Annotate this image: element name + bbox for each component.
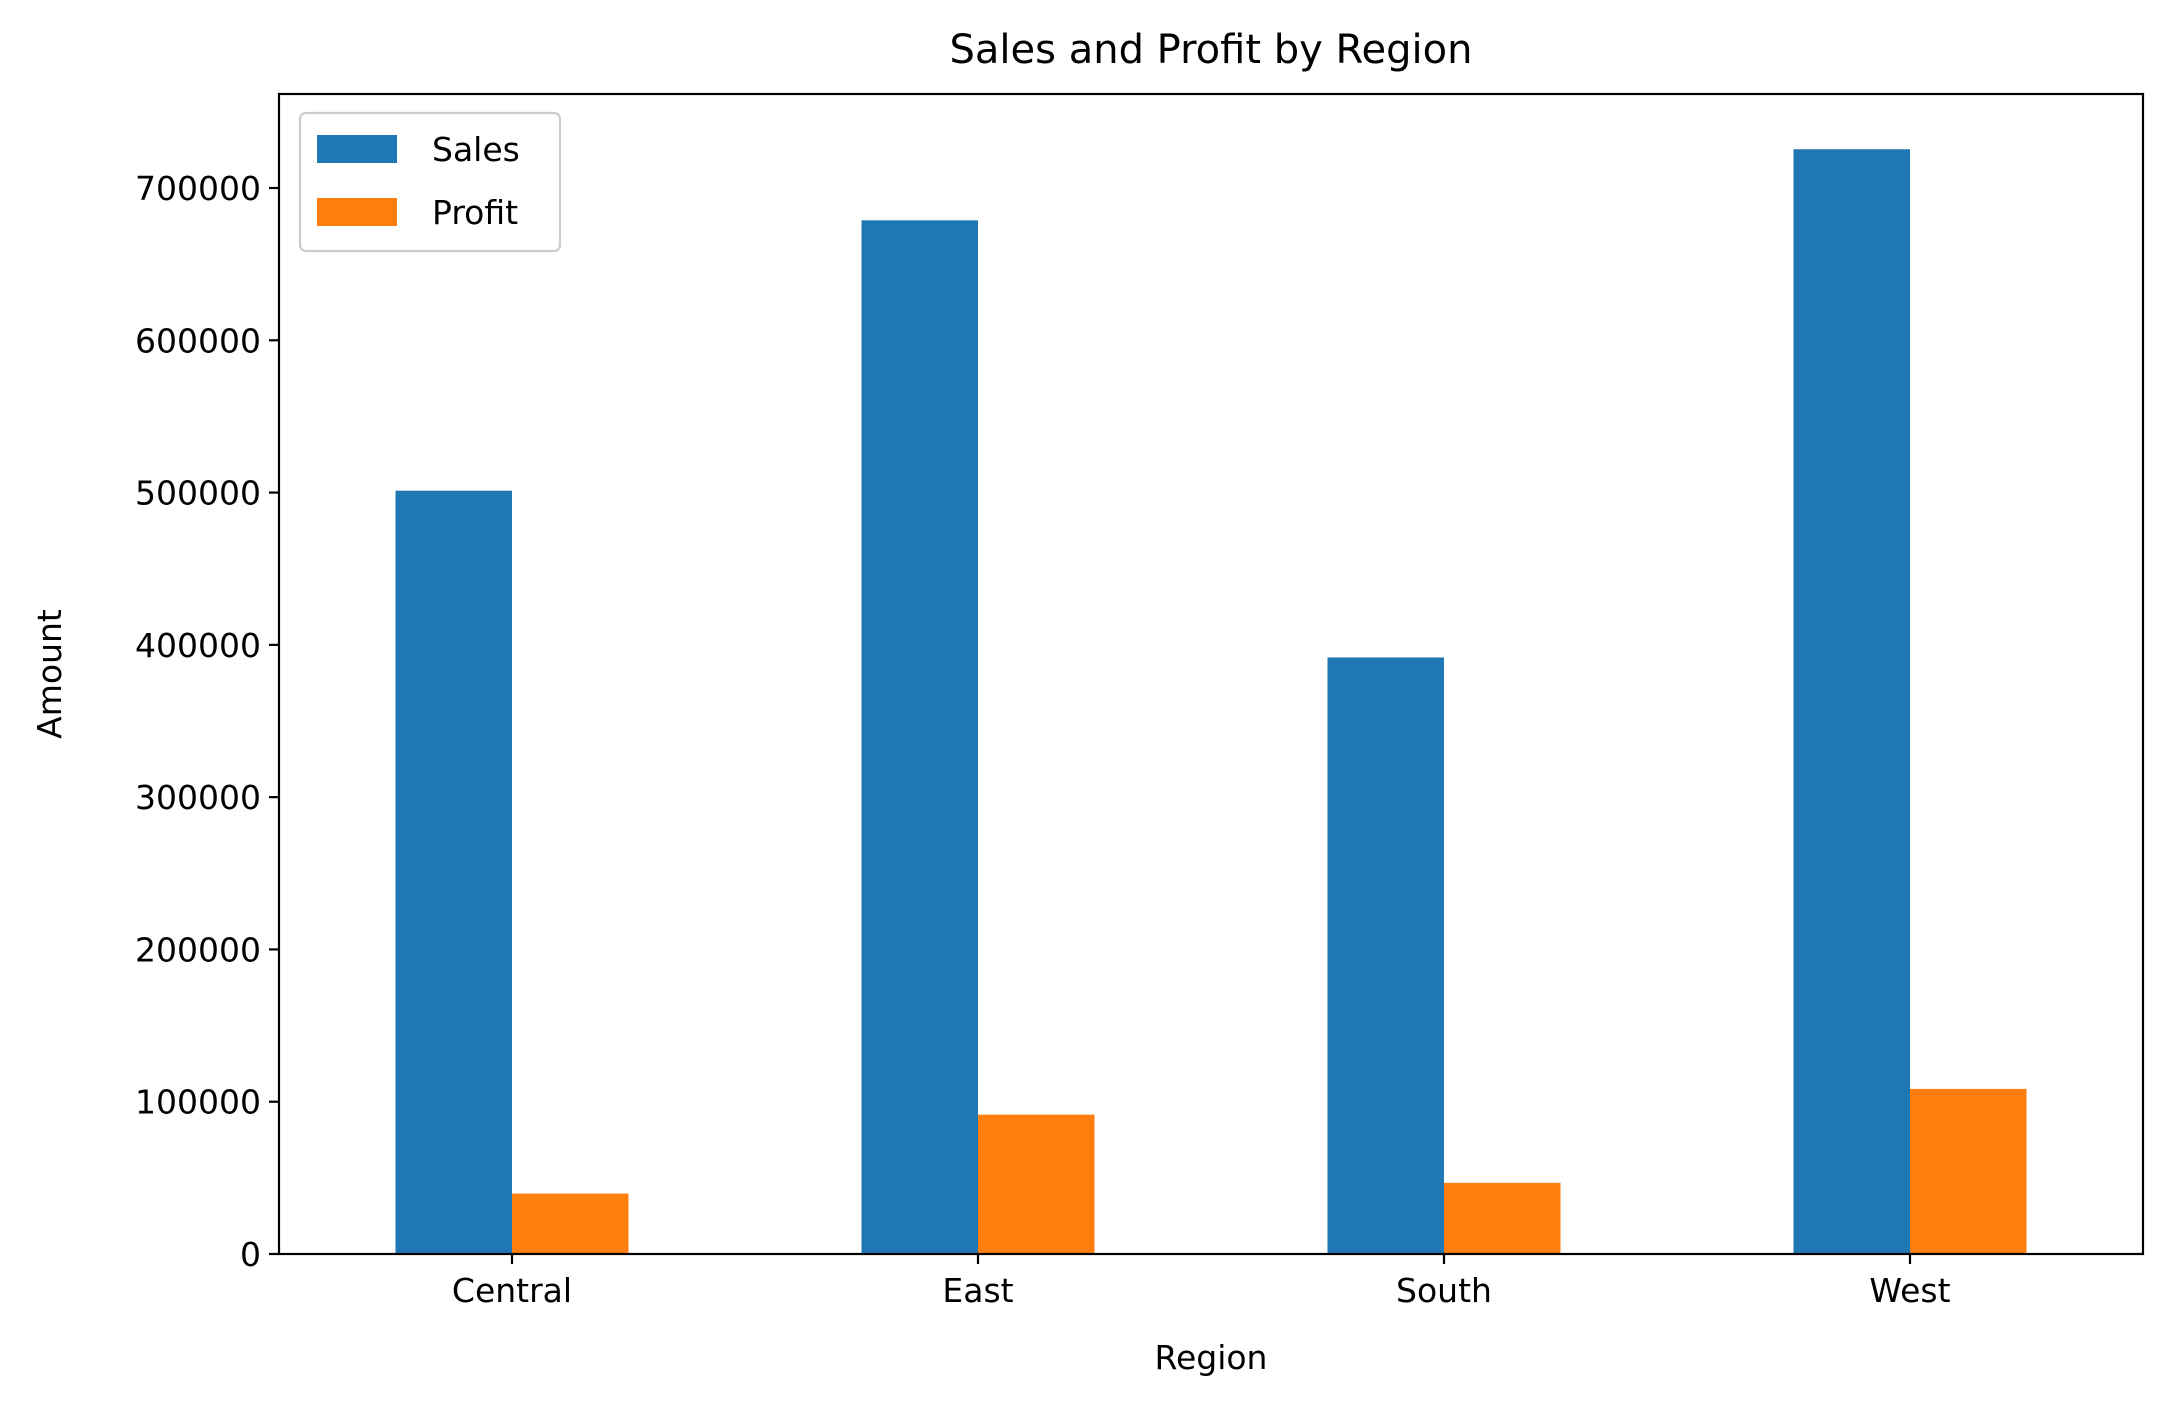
bar-profit-east [978, 1114, 1095, 1254]
x-axis-label: Region [1155, 1338, 1268, 1377]
y-axis-label: Amount [30, 609, 69, 739]
y-tick-label: 400000 [135, 626, 261, 665]
legend-label-profit: Profit [432, 193, 518, 232]
x-tick-label-west: West [1869, 1271, 1950, 1310]
legend-swatch-profit [317, 198, 397, 226]
bar-sales-west [1793, 149, 1910, 1254]
y-tick-label: 300000 [135, 778, 261, 817]
bar-sales-central [395, 490, 512, 1254]
legend: Sales Profit [298, 111, 562, 253]
bar-profit-south [1444, 1182, 1561, 1254]
y-axis: 0 100000 200000 300000 400000 500000 600000 700… [135, 169, 279, 1274]
y-tick-label: 0 [240, 1235, 261, 1274]
bar-sales-east [861, 220, 978, 1254]
bars [395, 149, 2027, 1254]
legend-box [298, 111, 562, 253]
y-tick-label: 600000 [135, 321, 261, 360]
y-tick-label: 500000 [135, 474, 261, 513]
x-tick-label-south: South [1396, 1271, 1492, 1310]
y-tick-label: 200000 [135, 930, 261, 969]
bar-sales-south [1327, 657, 1444, 1254]
x-axis: Central East South West [452, 1254, 1951, 1310]
bar-profit-central [512, 1193, 629, 1254]
plot-frame [277, 92, 2145, 1256]
legend-label-sales: Sales [432, 130, 520, 169]
y-tick-label: 100000 [135, 1083, 261, 1122]
chart-title: Sales and Profit by Region [950, 27, 1473, 73]
x-tick-label-central: Central [452, 1271, 572, 1310]
bar-profit-west [1910, 1088, 2027, 1254]
y-tick-label: 700000 [135, 169, 261, 208]
x-tick-label-east: East [942, 1271, 1013, 1310]
legend-swatch-sales [317, 135, 397, 163]
